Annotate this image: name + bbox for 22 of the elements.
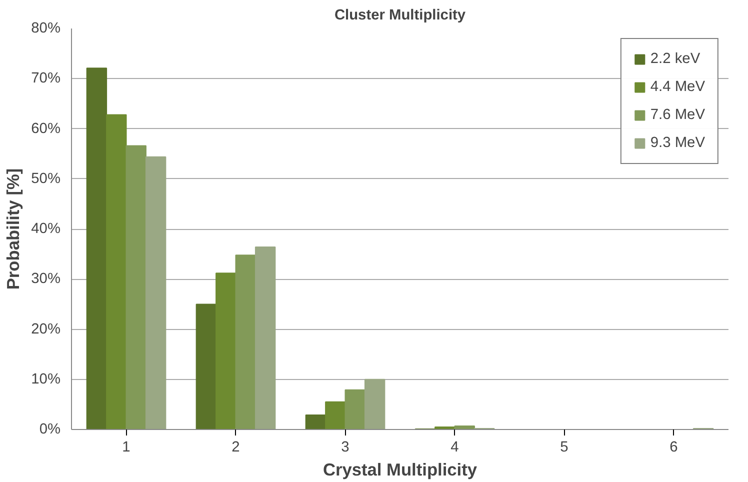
y-tick-label: 0% [39, 422, 61, 438]
y-tick-label: 80% [31, 20, 61, 36]
legend-label: 9.3 MeV [650, 135, 705, 151]
y-tick-label: 10% [31, 371, 61, 388]
y-tick-label: 60% [31, 120, 61, 137]
x-tick-label: 1 [122, 440, 130, 456]
x-tick-label: 6 [670, 440, 678, 456]
y-axis-title: Probability [%] [3, 168, 24, 290]
x-tick-label: 2 [232, 440, 240, 456]
x-axis-title: Crystal Multiplicity [322, 460, 478, 480]
legend-label: 7.6 MeV [650, 107, 705, 123]
x-tick-label: 3 [341, 440, 350, 456]
y-tick-label: 30% [31, 271, 61, 288]
y-tick-label: 20% [31, 321, 61, 338]
y-tick-label: 70% [31, 70, 61, 87]
legend-label: 2.2 keV [650, 51, 700, 67]
y-tick-label: 50% [31, 170, 61, 187]
x-tick-label: 5 [560, 440, 568, 456]
x-tick-label: 4 [450, 440, 459, 456]
chart-title: Cluster Multiplicity [334, 8, 466, 24]
y-tick-label: 40% [31, 221, 61, 237]
legend-label: 4.4 MeV [650, 79, 705, 95]
